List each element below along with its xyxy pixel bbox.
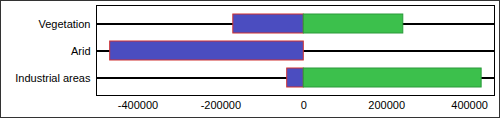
svg-text:-200000: -200000 <box>201 99 241 111</box>
svg-text:Vegetation: Vegetation <box>39 18 91 30</box>
svg-text:400000: 400000 <box>451 99 488 111</box>
svg-text:Industrial areas: Industrial areas <box>15 72 91 84</box>
svg-text:-400000: -400000 <box>118 99 158 111</box>
svg-text:Arid: Arid <box>71 45 91 57</box>
svg-text:0: 0 <box>301 99 307 111</box>
svg-text:200000: 200000 <box>368 99 405 111</box>
